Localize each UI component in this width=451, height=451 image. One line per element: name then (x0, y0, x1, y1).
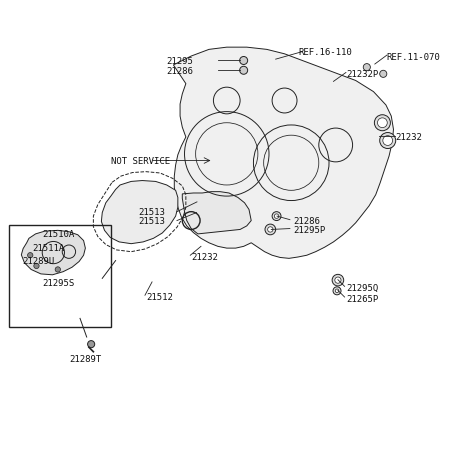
Text: 21232: 21232 (191, 252, 217, 261)
Circle shape (334, 277, 340, 284)
Circle shape (274, 214, 278, 219)
Circle shape (331, 275, 343, 286)
Text: 21295P: 21295P (293, 226, 325, 235)
Text: 21513: 21513 (138, 208, 164, 216)
Text: 21511A: 21511A (32, 243, 64, 252)
Circle shape (332, 287, 340, 295)
Bar (9, 226, 111, 327)
Circle shape (28, 253, 33, 258)
Circle shape (379, 133, 395, 149)
Text: 21295S: 21295S (42, 279, 74, 288)
Text: 21289T: 21289T (69, 354, 101, 363)
Circle shape (382, 136, 392, 146)
Text: 21295: 21295 (166, 57, 193, 66)
Circle shape (239, 67, 247, 75)
Circle shape (272, 212, 281, 221)
Text: 21513: 21513 (138, 216, 164, 226)
Circle shape (377, 119, 387, 129)
Circle shape (264, 225, 275, 235)
Circle shape (87, 341, 95, 348)
Circle shape (363, 64, 369, 72)
Text: NOT SERVICE: NOT SERVICE (111, 156, 170, 166)
PathPatch shape (173, 48, 393, 259)
Text: 21265P: 21265P (346, 294, 378, 303)
Text: 21510A: 21510A (42, 230, 74, 239)
Text: 21232P: 21232P (346, 70, 378, 79)
Text: REF.16-110: REF.16-110 (297, 48, 351, 57)
Circle shape (379, 71, 386, 78)
Text: 21286: 21286 (166, 67, 193, 76)
Circle shape (373, 115, 390, 131)
Text: 21295Q: 21295Q (346, 283, 378, 292)
PathPatch shape (21, 231, 85, 275)
Circle shape (267, 227, 272, 233)
Text: REF.11-070: REF.11-070 (386, 52, 440, 61)
Text: 21289U: 21289U (22, 257, 55, 266)
Circle shape (335, 290, 338, 293)
Circle shape (239, 57, 247, 65)
Circle shape (55, 267, 60, 272)
Text: 21512: 21512 (147, 292, 173, 301)
Circle shape (34, 264, 39, 269)
PathPatch shape (182, 192, 251, 235)
PathPatch shape (101, 181, 177, 244)
Text: 21286: 21286 (293, 216, 320, 226)
Text: 21232: 21232 (395, 132, 422, 141)
